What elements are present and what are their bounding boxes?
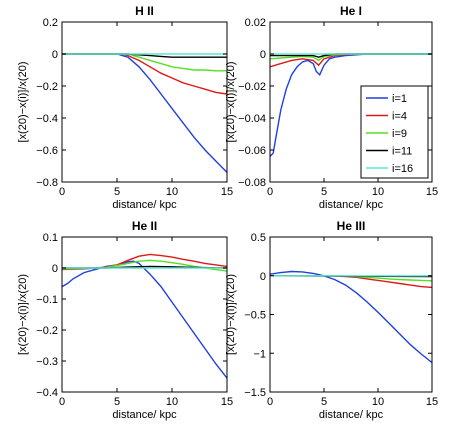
x-tick-label: 10 (166, 396, 178, 408)
legend-label: i=9 (392, 128, 407, 140)
x-axis-label: distance/ kpc (319, 199, 384, 211)
y-tick-label: −0.1 (36, 294, 58, 306)
x-tick-label: 0 (59, 396, 65, 408)
chart-title: He III (337, 219, 366, 233)
panel-2: 0 5 10 15 −0.4 −0.3 −0.2 −0.1 0 0.1 He II distance/… (17, 219, 233, 421)
y-tick-label: −0.4 (36, 113, 58, 125)
panel-1: 0 5 10 15 −0.08 −0.06 −0.04 −0.02 0 0.02 He I dista… (225, 4, 438, 211)
x-tick-label: 0 (267, 186, 273, 198)
axes-frame (61, 236, 228, 393)
x-tick-label: 10 (372, 186, 384, 198)
y-tick-label: 0 (260, 49, 266, 61)
x-tick-label: 15 (426, 186, 438, 198)
x-tick-label: 5 (321, 396, 327, 408)
x-tick-label: 10 (372, 396, 384, 408)
y-tick-label: −0.4 (36, 387, 58, 399)
legend-label: i=11 (392, 146, 412, 158)
y-tick-label: 0 (52, 263, 58, 275)
legend-label: i=16 (392, 163, 413, 175)
y-axis-label: [x(20)−x(i)]/x(20) (17, 274, 29, 355)
series-line-i=1 (62, 260, 227, 379)
y-tick-label: −0.2 (36, 81, 58, 93)
x-tick-label: 5 (321, 186, 327, 198)
chart-title: He II (132, 219, 157, 233)
x-tick-label: 15 (221, 186, 233, 198)
x-axis-label: distance/ kpc (112, 199, 177, 211)
y-tick-label: −0.04 (238, 113, 266, 125)
chart-title: H II (135, 4, 154, 18)
series-line-i=9 (62, 53, 227, 72)
y-tick-label: −0.06 (238, 145, 266, 157)
chart-title: He I (340, 4, 362, 18)
y-tick-label: 0.02 (245, 17, 266, 29)
y-tick-label: 0.5 (251, 232, 266, 244)
y-tick-label: 0 (260, 271, 266, 283)
x-tick-label: 15 (221, 396, 233, 408)
legend-box (360, 85, 429, 179)
panel-0: 0 5 10 15 −0.8 −0.6 −0.4 −0.2 0 0.2 H II distance/ … (17, 4, 233, 211)
series-line-i=1 (62, 53, 227, 173)
y-axis-label: [x(20)−x(i)]/x(20) (225, 62, 237, 143)
series-group (62, 253, 227, 379)
x-tick-label: 0 (267, 396, 273, 408)
x-tick-label: 10 (166, 186, 178, 198)
axes-frame (269, 236, 433, 393)
series-line-i=4 (62, 53, 227, 95)
y-axis-label: [x(20)−x(i)]/x(20) (17, 62, 29, 143)
y-tick-label: −0.08 (238, 177, 266, 189)
y-tick-label: 0.1 (43, 232, 58, 244)
series-group (270, 270, 432, 364)
x-axis-label: distance/ kpc (112, 409, 177, 421)
x-tick-label: 0 (59, 186, 65, 198)
y-tick-label: −1.5 (244, 387, 266, 399)
legend: i=1 i=4 i=9 i=11 i=16 (360, 85, 429, 179)
legend-label: i=1 (392, 93, 407, 105)
x-tick-label: 5 (114, 186, 120, 198)
x-axis-label: distance/ kpc (319, 409, 384, 421)
series-group (62, 53, 227, 173)
x-tick-label: 15 (426, 396, 438, 408)
panel-3: 0 5 10 15 −1.5 −1 −0.5 0 0.5 He III distance/ kpc [… (225, 219, 438, 421)
y-tick-label: −0.2 (36, 325, 58, 337)
y-tick-label: −0.8 (36, 177, 58, 189)
y-axis-label: [x(20)−x(i)]/x(20) (225, 274, 237, 355)
series-group (270, 53, 432, 157)
axes-frame (269, 21, 433, 183)
series-line-i=4 (270, 275, 432, 289)
y-tick-label: 0 (52, 49, 58, 61)
x-tick-label: 5 (114, 396, 120, 408)
series-line-i=1 (270, 270, 432, 364)
y-tick-label: −0.5 (244, 310, 266, 322)
y-tick-label: −0.6 (36, 145, 58, 157)
y-tick-label: −0.3 (36, 356, 58, 368)
legend-label: i=4 (392, 111, 407, 123)
y-tick-label: −1 (253, 348, 266, 360)
y-tick-label: 0.2 (43, 17, 58, 29)
y-tick-label: −0.02 (238, 81, 266, 93)
axes-frame (61, 21, 228, 183)
